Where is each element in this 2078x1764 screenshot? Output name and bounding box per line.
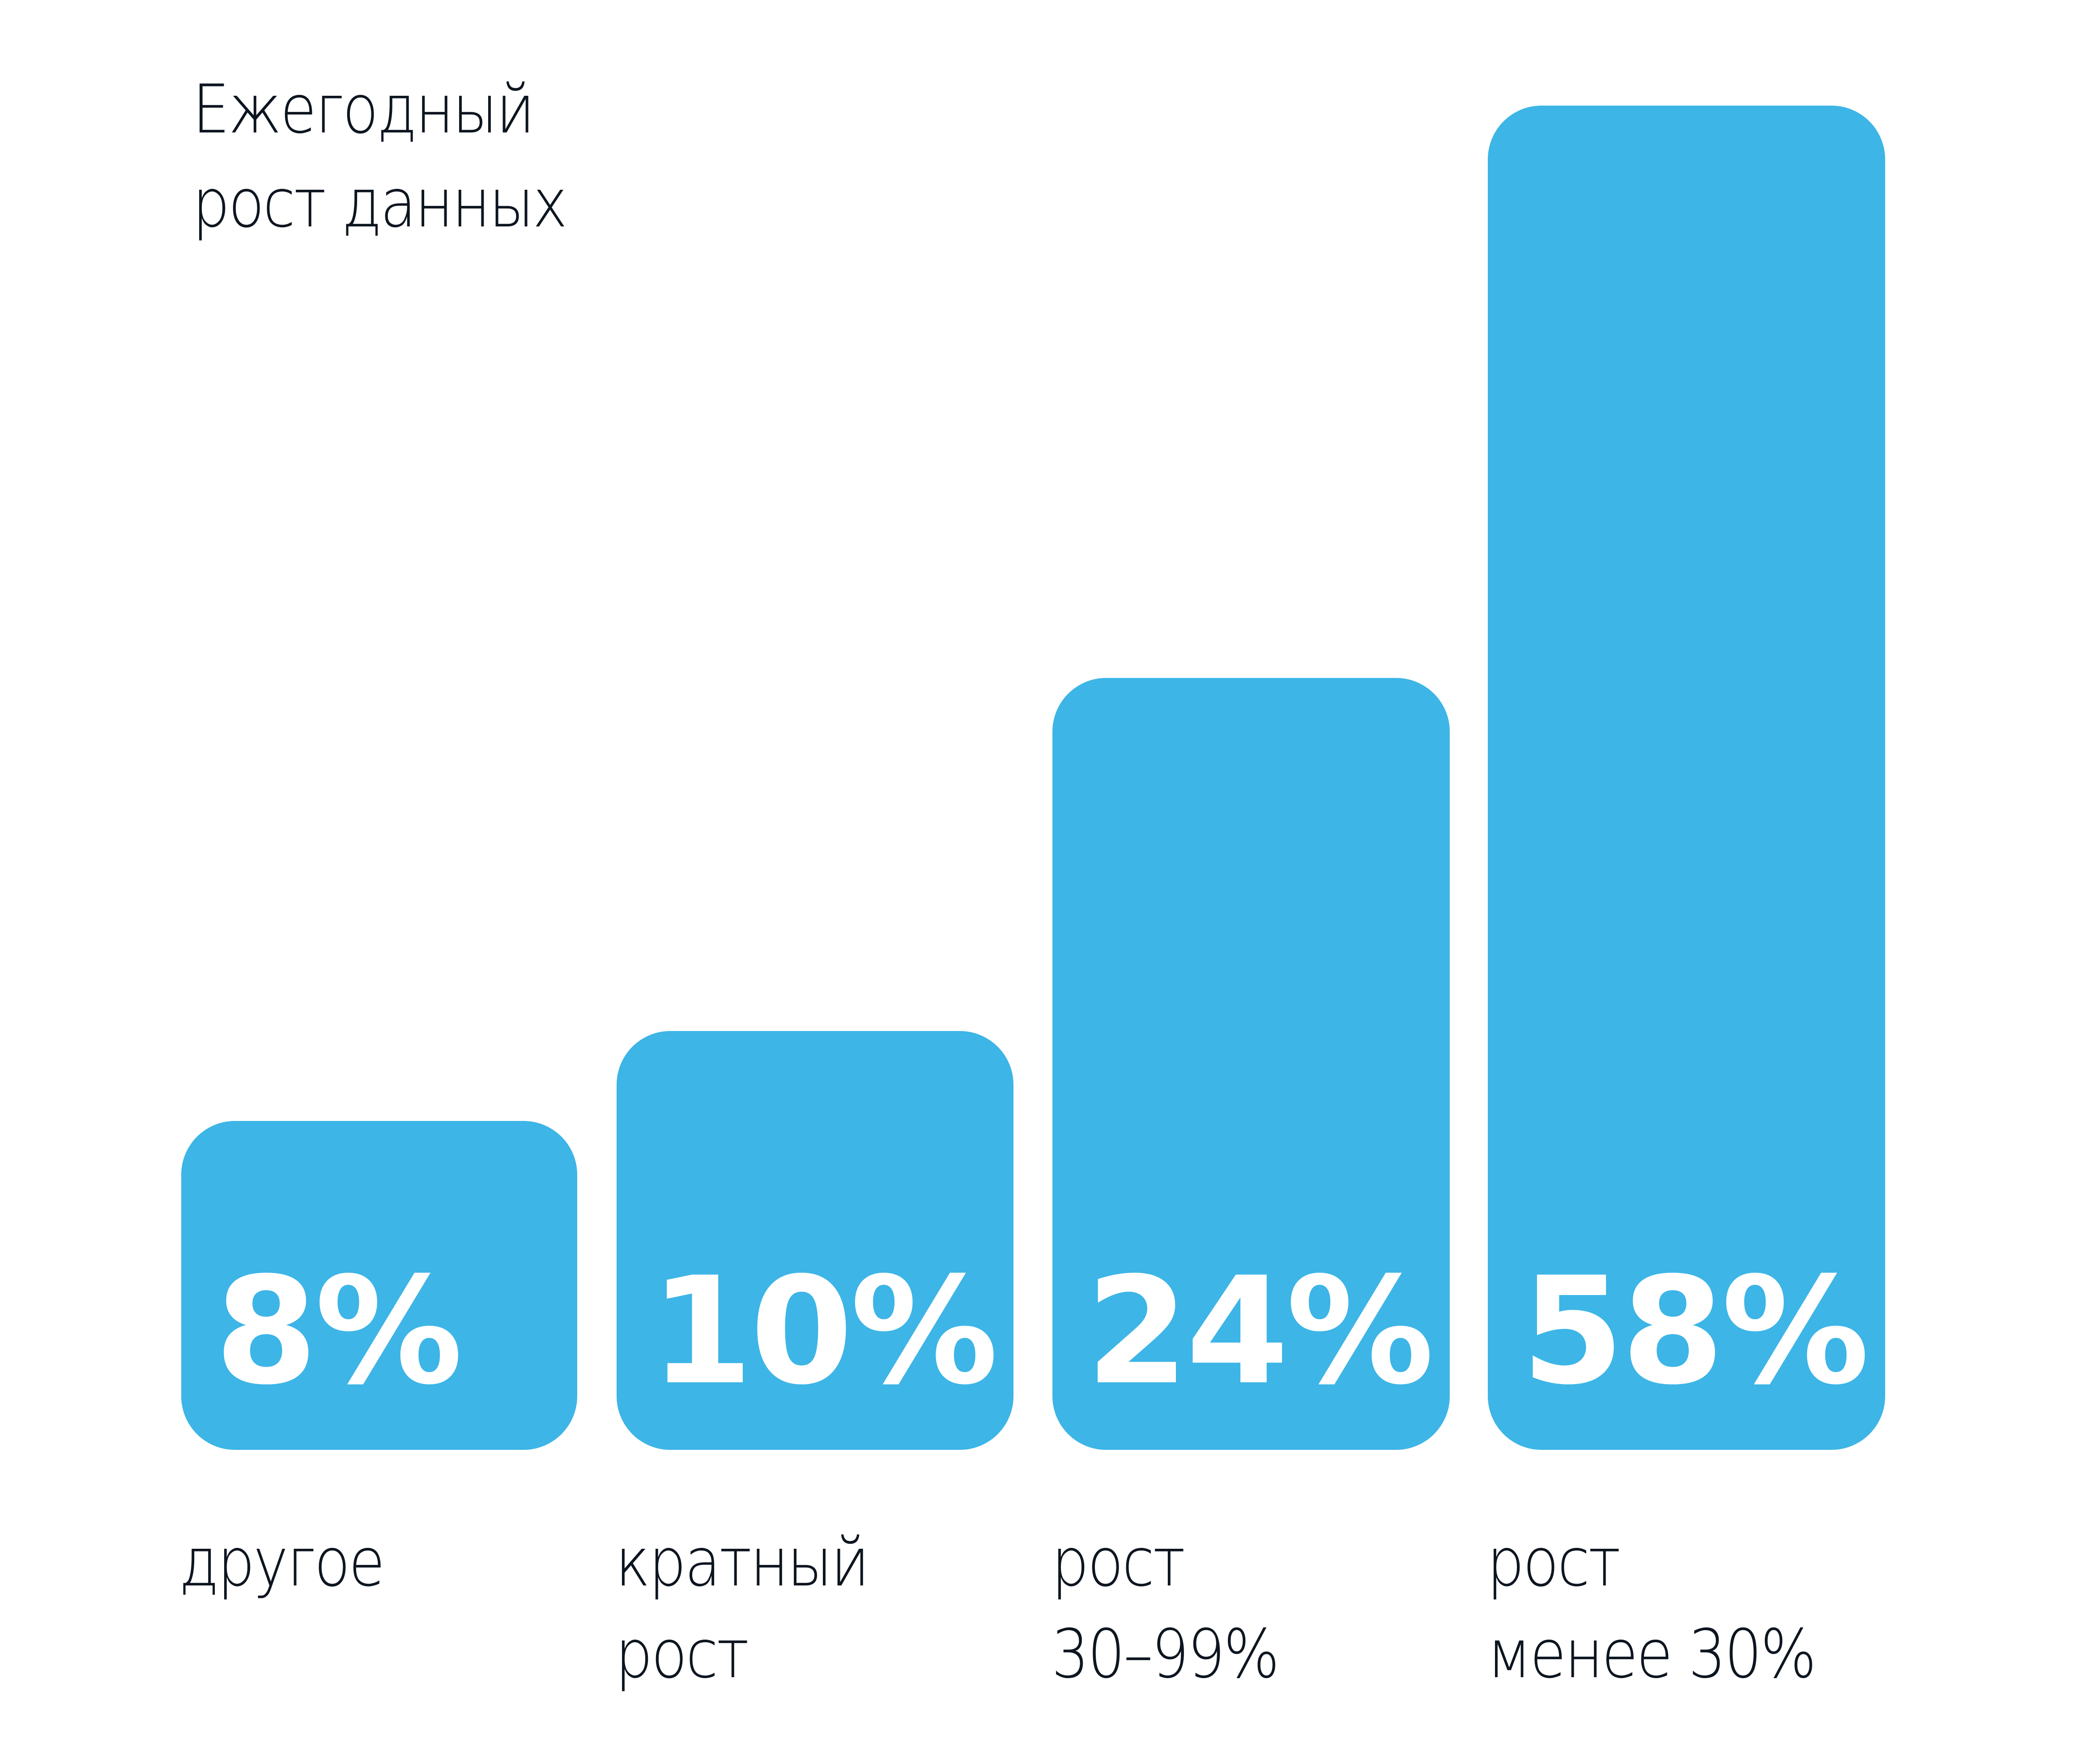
bar-label: кратный рост [615, 1524, 870, 1693]
chart-title: Ежегодный рост данных [192, 63, 567, 251]
chart-title-line1: Ежегодный [192, 71, 535, 149]
bar-value: 10% [650, 1245, 998, 1417]
bar-growth-under-30: 58% [1488, 106, 1885, 1450]
bar-growth-30-99: 24% [1052, 678, 1450, 1450]
bar-label: рост 30–99% [1052, 1524, 1280, 1693]
bar-label: другое [179, 1524, 385, 1602]
bar-value: 8% [215, 1245, 463, 1417]
chart-title-line2: рост данных [192, 165, 567, 243]
bar-value: 58% [1521, 1245, 1869, 1417]
bar-value: 24% [1086, 1245, 1434, 1417]
bar-multiple-growth: 10% [617, 1031, 1013, 1450]
bar-label: рост менее 30% [1487, 1524, 1817, 1693]
bar-other: 8% [181, 1121, 577, 1450]
